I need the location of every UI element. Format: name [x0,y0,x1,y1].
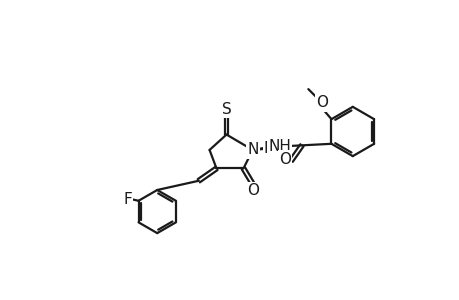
Text: O: O [315,95,328,110]
Text: S: S [222,102,232,117]
Text: F: F [123,192,132,207]
Text: N: N [246,142,258,158]
Text: N: N [263,141,275,156]
Text: NH: NH [268,139,291,154]
Text: O: O [279,152,291,167]
Text: O: O [247,183,259,198]
